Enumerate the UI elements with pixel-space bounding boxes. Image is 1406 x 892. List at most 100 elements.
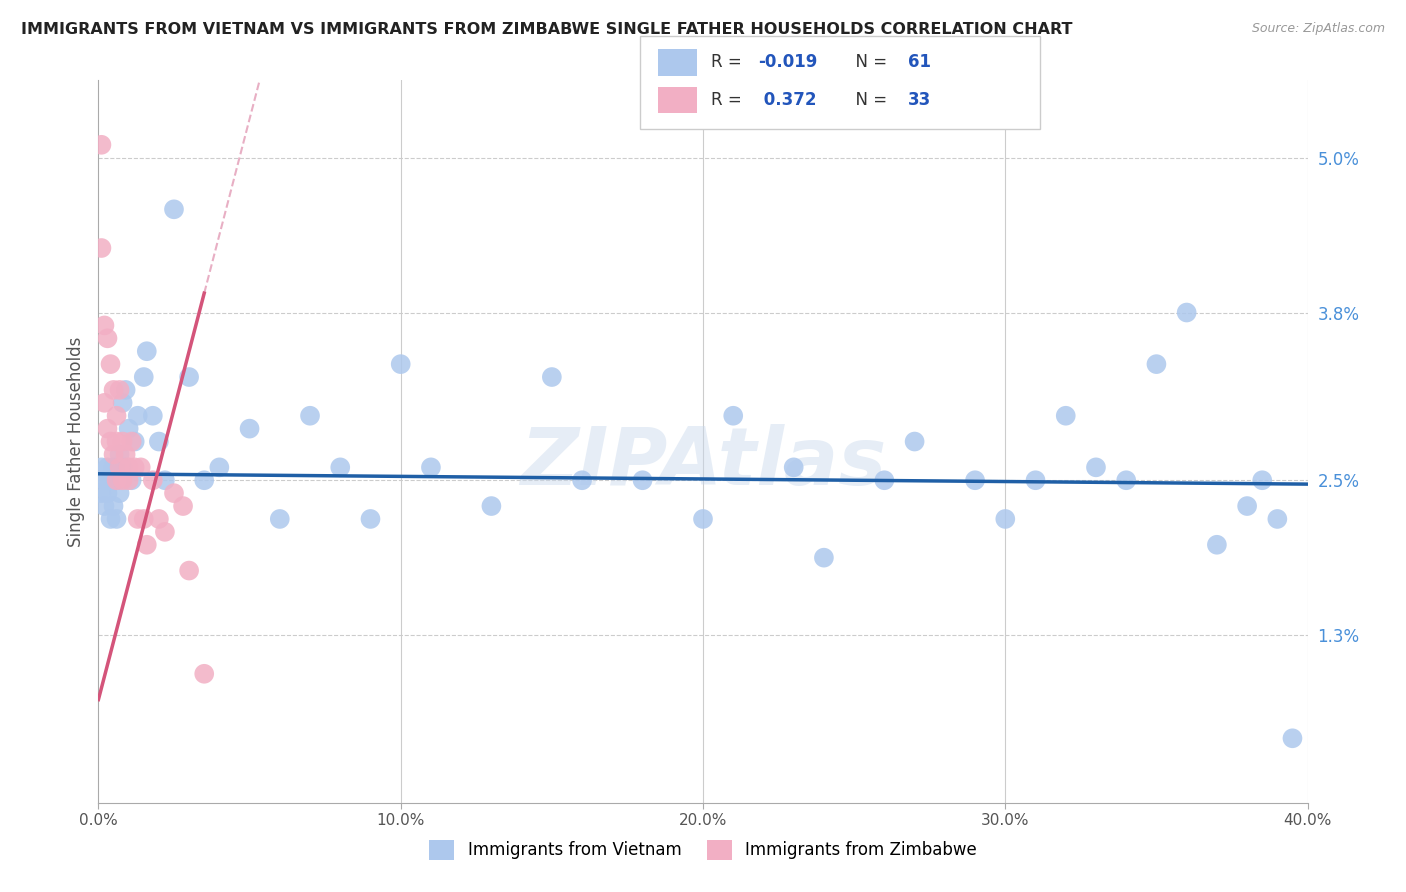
Point [813, 550, 835, 565]
Point [93, 473, 115, 487]
Point [105, 512, 128, 526]
Point [127, 409, 149, 423]
Text: Source: ZipAtlas.com: Source: ZipAtlas.com [1251, 22, 1385, 36]
Point [103, 499, 125, 513]
Point [783, 460, 806, 475]
Point [103, 383, 125, 397]
Point [90, 241, 112, 255]
Point [1281, 731, 1303, 746]
Point [153, 524, 176, 539]
Point [269, 512, 291, 526]
Point [481, 499, 503, 513]
Point [135, 538, 157, 552]
Point [420, 460, 443, 475]
Point [1175, 305, 1198, 319]
Point [105, 434, 128, 449]
Point [114, 447, 136, 461]
Point [121, 473, 143, 487]
Point [1206, 538, 1229, 552]
Point [100, 512, 122, 526]
Point [96, 486, 118, 500]
Point [1267, 512, 1289, 526]
Y-axis label: Single Father Households: Single Father Households [66, 336, 84, 547]
Point [108, 486, 131, 500]
Text: R =: R = [711, 54, 748, 71]
Point [108, 460, 131, 475]
Point [118, 473, 141, 487]
Point [105, 409, 128, 423]
Point [193, 666, 215, 681]
Point [90, 460, 112, 475]
Text: N =: N = [845, 54, 893, 71]
Point [723, 409, 745, 423]
Point [111, 396, 134, 410]
Text: 33: 33 [908, 91, 932, 109]
Point [631, 473, 654, 487]
Point [299, 409, 322, 423]
Point [96, 331, 118, 345]
Point [93, 318, 115, 333]
Point [1054, 409, 1077, 423]
Point [179, 370, 201, 384]
Point [103, 447, 125, 461]
Point [96, 473, 118, 487]
Point [100, 357, 122, 371]
Point [90, 486, 112, 500]
Point [172, 499, 194, 513]
Text: R =: R = [711, 91, 752, 109]
Point [994, 512, 1017, 526]
Point [193, 473, 215, 487]
Point [100, 434, 122, 449]
Point [329, 460, 352, 475]
Point [96, 460, 118, 475]
Point [873, 473, 896, 487]
Point [142, 473, 165, 487]
Point [1251, 473, 1274, 487]
Point [105, 473, 128, 487]
Point [121, 434, 143, 449]
Point [135, 344, 157, 359]
Point [1144, 357, 1167, 371]
Point [148, 512, 170, 526]
Point [208, 460, 231, 475]
Point [132, 512, 155, 526]
Point [100, 473, 122, 487]
Point [114, 383, 136, 397]
Point [163, 202, 186, 217]
Point [108, 447, 131, 461]
Point [90, 137, 112, 152]
Point [360, 512, 382, 526]
Point [108, 383, 131, 397]
Point [118, 422, 141, 436]
Point [96, 422, 118, 436]
Point [105, 473, 128, 487]
Text: N =: N = [845, 91, 893, 109]
Point [127, 512, 149, 526]
Point [965, 473, 987, 487]
Point [904, 434, 927, 449]
Point [148, 434, 170, 449]
Point [132, 370, 155, 384]
Legend: Immigrants from Vietnam, Immigrants from Zimbabwe: Immigrants from Vietnam, Immigrants from… [423, 833, 983, 867]
Point [163, 486, 186, 500]
Point [540, 370, 562, 384]
Point [103, 460, 125, 475]
Point [129, 460, 152, 475]
Point [124, 434, 146, 449]
Point [111, 434, 134, 449]
Point [571, 473, 593, 487]
Point [142, 409, 165, 423]
Text: ZIPAtlas: ZIPAtlas [520, 425, 886, 502]
Text: IMMIGRANTS FROM VIETNAM VS IMMIGRANTS FROM ZIMBABWE SINGLE FATHER HOUSEHOLDS COR: IMMIGRANTS FROM VIETNAM VS IMMIGRANTS FR… [21, 22, 1073, 37]
Point [1024, 473, 1046, 487]
Point [1115, 473, 1137, 487]
Text: -0.019: -0.019 [758, 54, 817, 71]
Point [1085, 460, 1108, 475]
Point [111, 473, 134, 487]
Point [1236, 499, 1258, 513]
Point [124, 460, 146, 475]
Point [239, 422, 262, 436]
Point [93, 499, 115, 513]
Text: 0.372: 0.372 [758, 91, 817, 109]
Point [692, 512, 714, 526]
